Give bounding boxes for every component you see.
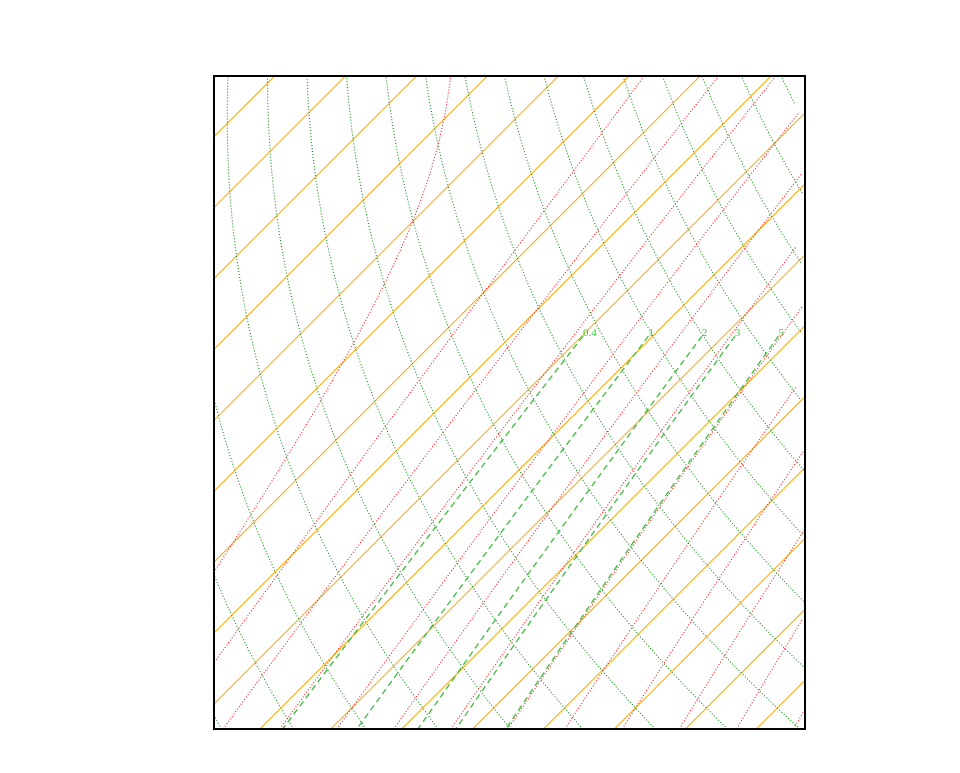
svg-text:1: 1 (648, 327, 654, 339)
svg-text:2: 2 (702, 327, 708, 339)
svg-text:0.4: 0.4 (583, 327, 597, 339)
svg-text:5: 5 (778, 327, 784, 339)
svg-text:3: 3 (735, 327, 741, 339)
